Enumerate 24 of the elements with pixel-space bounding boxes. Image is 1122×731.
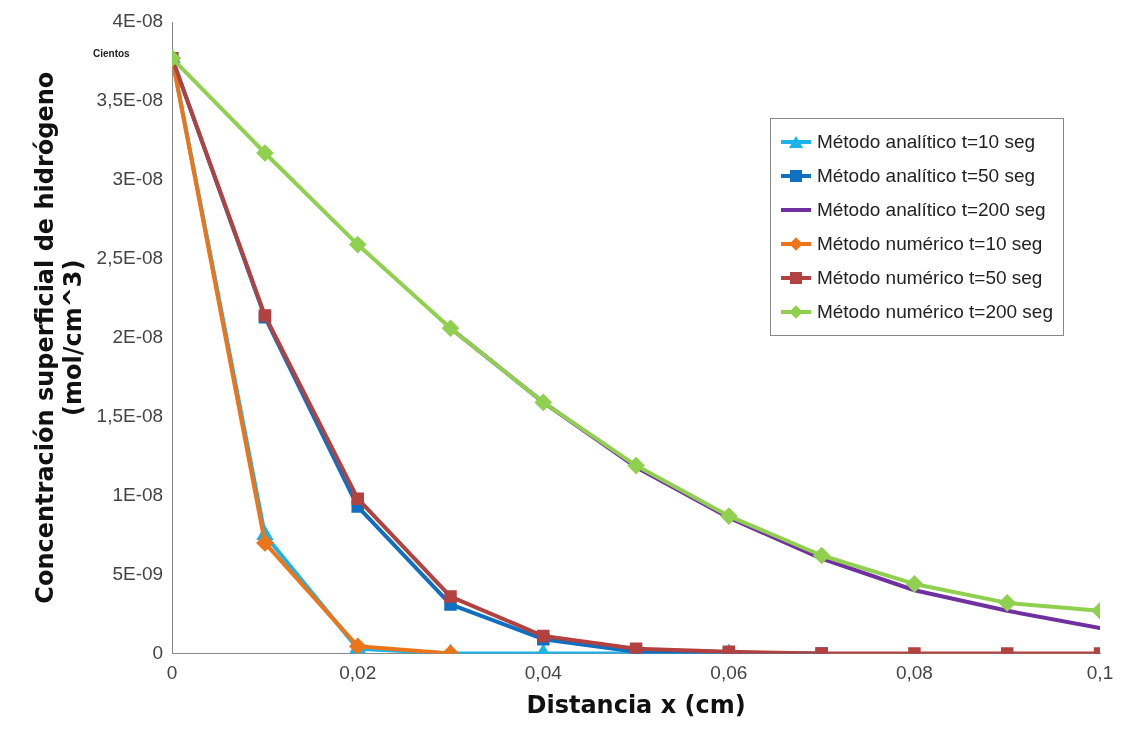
y-tick-label: 1,5E-08	[96, 404, 164, 426]
y-tick-label: 2E-08	[112, 325, 164, 347]
y-tick-label: 1E-08	[112, 483, 164, 505]
legend-label: Método analítico t=50 seg	[816, 165, 1036, 187]
text: Cientos	[93, 48, 130, 59]
y-tick-label: 0	[152, 641, 164, 663]
x-tick-label: 0,04	[524, 662, 563, 684]
x-axis-title: Distancia x (cm)	[526, 690, 746, 719]
legend-label: Método numérico t=10 seg	[816, 233, 1043, 255]
x-tick-label: 0	[166, 662, 178, 684]
y-tick-label: 2,5E-08	[96, 247, 164, 269]
y-tick-label: 4E-08	[112, 10, 164, 32]
y-axis-title: Concentración superficial de hidrógeno (mol/cm^3)	[30, 71, 88, 604]
legend-label: Método analítico t=10 seg	[816, 131, 1036, 153]
y-tick-label: 3E-08	[112, 168, 164, 190]
x-tick-label: 0,02	[339, 662, 377, 684]
y-tick-label: 5E-09	[112, 562, 164, 584]
legend-label: Método numérico t=200 seg	[816, 301, 1053, 323]
y-tick-label: 3,5E-08	[96, 89, 164, 111]
legend-label: Método analítico t=200 seg	[816, 199, 1046, 221]
x-tick-label: 0,1	[1086, 662, 1114, 684]
x-tick-label: 0,08	[895, 662, 933, 684]
legend-label: Método numérico t=50 seg	[816, 267, 1043, 289]
x-tick-label: 0,06	[710, 662, 748, 684]
